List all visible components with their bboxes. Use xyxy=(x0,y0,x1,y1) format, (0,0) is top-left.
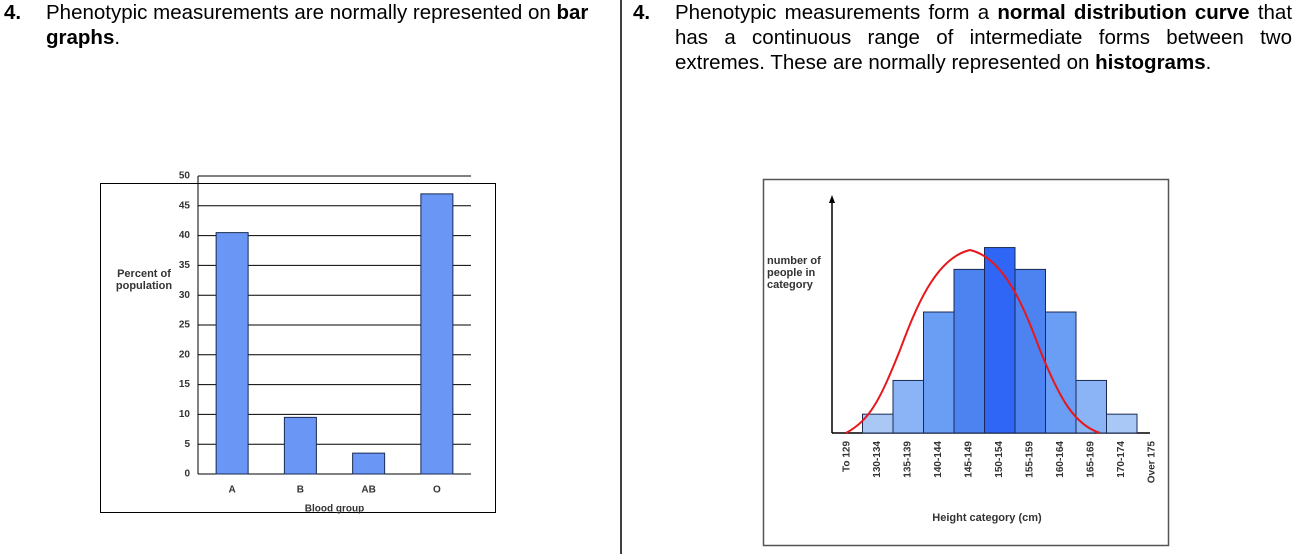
histogram-bar xyxy=(1075,379,1107,434)
x-tick-label: 140-144 xyxy=(933,441,944,478)
item-number: 4. xyxy=(633,1,651,24)
y-tick-label: 50 xyxy=(179,171,191,182)
x-tick-label: A xyxy=(229,485,236,496)
x-tick-label: 130-134 xyxy=(872,441,883,478)
y-tick-label: 15 xyxy=(179,379,191,390)
bold-text: normal distribution curve xyxy=(997,1,1250,24)
paragraph: 4. Phenotypic measurements are normally r… xyxy=(4,0,612,50)
x-tick-label: To 129 xyxy=(842,441,853,472)
x-tick-label: 135-139 xyxy=(903,441,914,478)
y-tick-label: 0 xyxy=(184,469,190,480)
histogram-bar xyxy=(984,247,1016,434)
y-tick-label: 5 xyxy=(184,439,190,450)
y-axis-label: Percent of population xyxy=(115,268,173,292)
x-axis-label: Height category (cm) xyxy=(932,512,1042,524)
y-axis-arrow xyxy=(829,195,835,203)
bar xyxy=(215,232,249,475)
y-axis-label: number of people in category xyxy=(767,255,821,291)
y-tick-label: 35 xyxy=(179,260,191,271)
y-tick-label: 10 xyxy=(179,409,191,420)
y-axis-label-box: Percent of population xyxy=(115,268,173,292)
normal-curve xyxy=(845,248,1101,434)
y-tick-label: 30 xyxy=(179,290,191,301)
text: . xyxy=(1205,51,1212,74)
y-tick-label: 40 xyxy=(179,230,191,241)
item-number: 4. xyxy=(4,1,22,24)
x-tick-label: AB xyxy=(361,485,375,496)
y-tick-label: 25 xyxy=(179,320,191,331)
histogram-bar xyxy=(1106,413,1138,434)
histogram-bar xyxy=(892,379,924,434)
x-tick-label: 155-159 xyxy=(1025,441,1036,478)
bar xyxy=(420,193,454,475)
text: Phenotypic measurements are normally rep… xyxy=(46,1,557,24)
histogram-bar xyxy=(953,268,985,434)
x-tick-label: 170-174 xyxy=(1116,441,1127,478)
x-tick-label: O xyxy=(433,485,441,496)
x-tick-label: 160-164 xyxy=(1055,441,1066,478)
bar xyxy=(283,416,317,475)
text: Phenotypic measurements form a xyxy=(675,1,998,24)
y-tick-label: 20 xyxy=(179,349,191,360)
x-tick-label: B xyxy=(297,485,304,496)
bar xyxy=(352,452,386,475)
paragraph: 4. Phenotypic measurements form a normal … xyxy=(633,0,1292,75)
y-axis-label-box: number of people in category xyxy=(767,255,821,291)
text: . xyxy=(114,26,121,49)
x-axis-label: Blood group xyxy=(305,504,364,515)
text: that has a continuous range of intermedi… xyxy=(675,1,1293,74)
y-tick-label: 45 xyxy=(179,200,191,211)
bold-text: bar graphs xyxy=(46,1,589,49)
histogram-bar xyxy=(923,311,955,434)
x-tick-label: 145-149 xyxy=(964,441,975,478)
x-tick-label: Over 175 xyxy=(1147,441,1158,484)
bold-text: histograms xyxy=(1095,51,1206,74)
x-tick-label: 165-169 xyxy=(1086,441,1097,478)
x-tick-label: 150-154 xyxy=(994,441,1005,478)
